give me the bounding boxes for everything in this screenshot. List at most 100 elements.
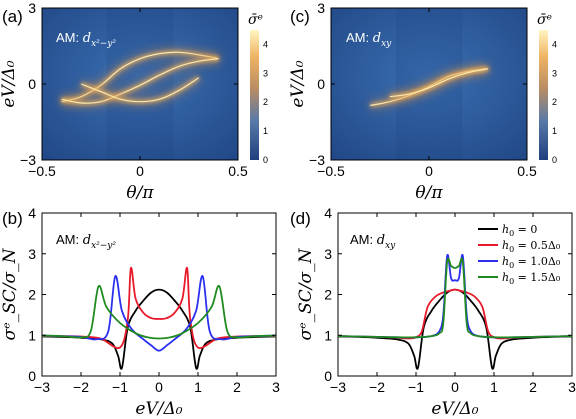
panel-label-c: (c): [290, 7, 310, 26]
annotation-a-base: d: [83, 31, 91, 46]
annotation-d: AM: dxy: [350, 232, 396, 251]
plot-d-xtick-label: −2: [369, 379, 385, 395]
legend-entry-value: = 1.0Δ₀: [514, 255, 561, 268]
legend-entry-value: = 1.5Δ₀: [514, 271, 561, 284]
legend-entry-value: = 0: [514, 223, 537, 236]
legend-entry-value: = 0.5Δ₀: [514, 239, 561, 252]
plot-d-xlabel: eV/Δ₀: [431, 399, 478, 419]
legend-entry-sub: 0: [509, 229, 514, 238]
plot-d-ytick-label: 3: [324, 246, 332, 262]
legend-entry-base: h: [502, 223, 509, 236]
heatmap-a-colorbar-tick: 1: [263, 126, 268, 136]
annotation-a: AM: dx²−y²: [56, 30, 116, 49]
plot-b-xtick-label: 2: [233, 379, 241, 395]
heatmap-a-colorbar-tick: 2: [263, 97, 268, 107]
annotation-a-sub: x²−y²: [91, 39, 116, 49]
plot-b-xtick-label: −2: [73, 379, 89, 395]
plot-b-xtick-label: 1: [194, 379, 202, 395]
heatmap-a-colorbar-tick: 4: [263, 39, 268, 49]
panel-label-d: (d): [290, 209, 311, 228]
legend-entry: h0 = 0: [502, 223, 537, 238]
legend-entry: h0 = 0.5Δ₀: [502, 239, 561, 254]
plot-d-xtick-label: −1: [408, 379, 424, 395]
heatmap-a-xlabel: θ/π: [126, 183, 154, 203]
heatmap-c-colorbar-tick: 3: [552, 68, 557, 78]
heatmap-c-ylabel: eV/Δ₀: [288, 60, 308, 107]
plot-b-series-line: [41, 284, 277, 340]
plot-b-xtick-label: −3: [34, 379, 50, 395]
heatmap-c-axes: −0.5 0 0.5 −3 0 3 θ/π eV/Δ₀: [288, 0, 537, 203]
panel-label-a: (a): [2, 7, 23, 26]
annotation-d-base: d: [377, 233, 385, 248]
heatmap-c-colorbar-bar: [539, 30, 548, 160]
annotation-c-sub: xy: [381, 39, 392, 49]
annotation-b: AM: dx²−y²: [56, 232, 116, 251]
plot-b-xtick-label: 0: [155, 379, 163, 395]
heatmap-a-ridges: [60, 8, 220, 160]
annotation-b-sub: x²−y²: [91, 241, 116, 251]
annotation-c-base: d: [373, 31, 381, 46]
legend-entry-sub: 0: [509, 245, 514, 254]
plot-b-xlabel: eV/Δ₀: [135, 399, 182, 419]
annotation-c-prefix: AM:: [346, 30, 373, 45]
plot-b-series-line: [41, 288, 277, 370]
legend-entry-sub: 0: [509, 261, 514, 270]
plot-d-xtick-label: −3: [330, 379, 346, 395]
heatmap-c-xtick-label: 0: [425, 163, 433, 179]
heatmap-a-ytick-label: −3: [20, 152, 36, 168]
heatmap-c-ridge-core: [389, 68, 488, 98]
heatmap-a-colorbar-tick: 3: [263, 68, 268, 78]
heatmap-c-colorbar-tick: 4: [552, 39, 557, 49]
plot-b-series-line: [41, 267, 277, 349]
plot-b-xtick-label: 3: [272, 379, 280, 395]
plot-b-xtick-label: −1: [112, 379, 128, 395]
panel-c: (c) AM: dxy −0.5 0 0.5 −3 0 3 θ/π eV/Δ₀ 0 1 2 3 4 σ̄…: [288, 0, 557, 203]
heatmap-c-ytick-label: 3: [317, 0, 325, 16]
plot-b-series: [41, 267, 277, 370]
panel-d: (d) AM: dxy −3 −2 −1 0 1 2 3 0 1 2 3 4 eV/Δ₀ σᵉ_SC/σ_…: [290, 205, 576, 419]
heatmap-a-ytick-label: 3: [28, 0, 36, 16]
legend-entry-base: h: [502, 255, 509, 268]
heatmap-a-xtick-label: −0.5: [28, 163, 56, 179]
heatmap-c-colorbar-label: σ̄ᵉ: [537, 12, 552, 28]
plot-d-ylabel: σᵉ_SC/σ_N: [296, 247, 316, 340]
plot-b-axes: −3 −2 −1 0 1 2 3 0 1 2 3 4 eV/Δ₀ σᵉ_SC/σ_N: [0, 205, 280, 419]
plot-d-xtick-label: 3: [568, 379, 576, 395]
heatmap-c-ytick-label: −3: [309, 152, 325, 168]
heatmap-a-ridge-core: [61, 51, 219, 103]
heatmap-a-ridge-core: [80, 77, 200, 103]
legend-entry: h0 = 1.5Δ₀: [502, 271, 561, 286]
plot-d-series: [337, 253, 573, 370]
heatmap-c-colorbar-tick: 0: [552, 155, 557, 165]
legend-entry-base: h: [502, 271, 509, 284]
panel-label-b: (b): [2, 209, 23, 228]
heatmap-c-ridges: [369, 8, 489, 160]
legend-entry-base: h: [502, 239, 509, 252]
annotation-d-prefix: AM:: [350, 232, 377, 247]
plot-b-ytick-label: 1: [28, 327, 36, 343]
heatmap-a-ridge-core: [61, 58, 219, 104]
annotation-d-sub: xy: [385, 241, 396, 251]
panel-a: (a) AM: dx²−y² −0.5 0 0.5 −3 0 3 θ/π eV/Δ₀ 0 1 2 3…: [0, 0, 268, 203]
heatmap-a-xtick-label: 0: [136, 163, 144, 179]
plot-b-ylabel: σᵉ_SC/σ_N: [0, 247, 20, 340]
plot-d-xtick-label: 1: [490, 379, 498, 395]
legend-entry: h0 = 1.0Δ₀: [502, 255, 561, 270]
annotation-a-prefix: AM:: [56, 30, 83, 45]
heatmap-a-ylabel: eV/Δ₀: [0, 60, 19, 107]
plot-b-ytick-label: 2: [28, 287, 36, 303]
plot-d-series-line: [337, 288, 573, 340]
panel-b: (b) AM: dx²−y² −3 −2 −1 0 1 2 3 0 1 2 3 4 eV/Δ₀ σᵉ_SC…: [0, 205, 280, 419]
heatmap-c-colorbar-tick: 2: [552, 97, 557, 107]
heatmap-a-ytick-label: 0: [28, 76, 36, 92]
heatmap-c-xtick-label: −0.5: [317, 163, 345, 179]
heatmap-c-xtick-label: 0.5: [517, 163, 537, 179]
annotation-b-base: d: [83, 233, 91, 248]
plot-d-ytick-label: 4: [324, 205, 332, 221]
plot-b-ytick-label: 4: [28, 205, 36, 221]
annotation-c: AM: dxy: [346, 30, 392, 49]
plot-b-ytick-label: 0: [28, 368, 36, 384]
plot-d-frame: [337, 212, 573, 377]
